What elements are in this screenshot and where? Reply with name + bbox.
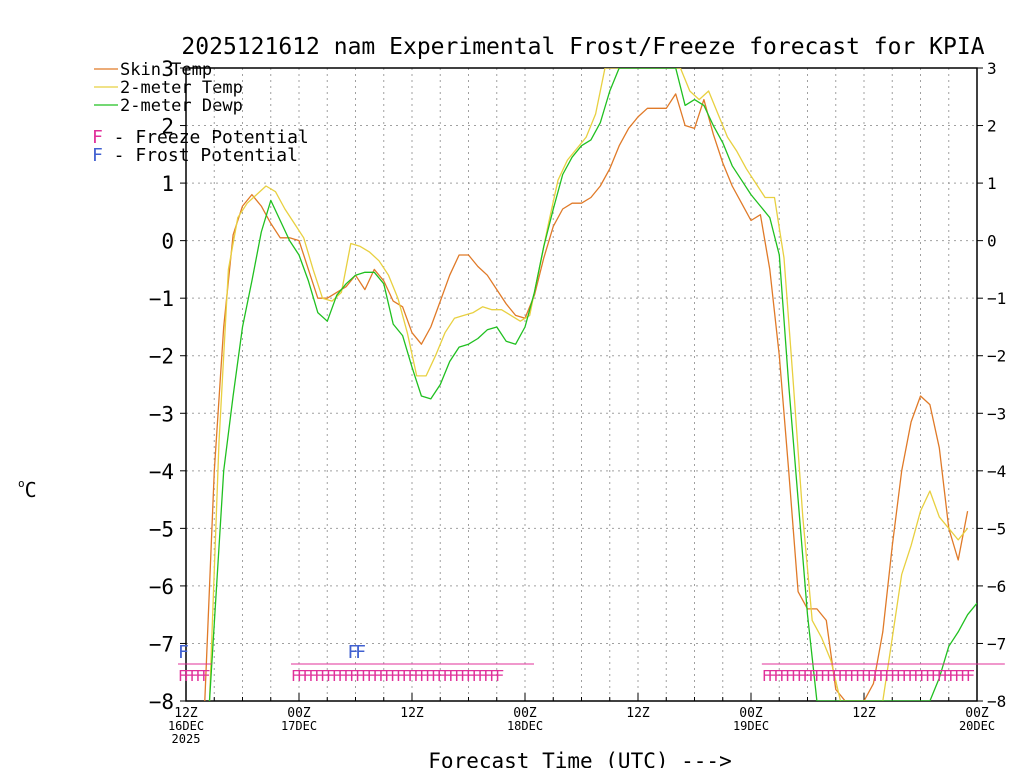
series-line-skin-temp <box>204 93 969 701</box>
potential-legend-label: F - Freeze Potential <box>92 127 309 148</box>
y-tick-label-right: −3 <box>987 404 1006 423</box>
series-line-2-meter-dewp <box>208 68 977 701</box>
y-axis-label: oC <box>18 477 37 502</box>
y-tick-label-left: −3 <box>149 402 174 426</box>
potential-legend-label: F - Frost Potential <box>92 145 298 166</box>
plot-frame <box>185 67 978 702</box>
y-tick-label-right: 2 <box>987 117 997 136</box>
x-tick-label: 12Z <box>174 706 198 721</box>
y-tick-label-left: −7 <box>149 632 174 656</box>
y-tick-label-right: −6 <box>987 577 1006 596</box>
y-tick-label-left: 0 <box>161 230 174 254</box>
y-tick-label-right: 0 <box>987 232 997 251</box>
y-tick-label-right: −5 <box>987 519 1006 538</box>
series-lines <box>204 68 977 701</box>
y-tick-label-left: −4 <box>149 460 174 484</box>
y-tick-label-right: −1 <box>987 289 1006 308</box>
potential-legend-symbol: F <box>92 145 103 166</box>
y-tick-label-left: −8 <box>149 690 174 714</box>
potential-legend-text: - Frost Potential <box>103 145 298 166</box>
y-axis-right: 3 2 1 0 −1 −2 −3 −4 −5 −6 −7 −8 <box>977 59 1006 711</box>
x-tick-label: 00Z <box>739 706 763 721</box>
chart-title: 2025121612 nam Experimental Frost/Freeze… <box>181 34 984 60</box>
y-tick-label-left: −2 <box>149 345 174 369</box>
y-tick-label-right: −4 <box>987 462 1006 481</box>
potential-marker-run: FFFFFFFFFFFFFFFFFFFFFFFFFFFFFFFFFFFF <box>291 667 504 685</box>
x-tick-label: 00Z <box>965 706 989 721</box>
potential-legend-symbol: F <box>92 127 103 148</box>
y-tick-label-left: −5 <box>149 517 174 541</box>
legend-label: 2-meter Dewp <box>120 96 243 116</box>
y-tick-label-right: −8 <box>987 692 1006 711</box>
y-axis-left: 3 2 1 0 −1 −2 −3 −4 −5 −6 −7 −8 <box>149 57 950 714</box>
x-tick-label: 16DEC <box>168 719 204 733</box>
y-tick-label-left: 1 <box>161 172 174 196</box>
grid-lines <box>186 68 977 701</box>
x-tick-label: 19DEC <box>733 719 769 733</box>
x-tick-label: 12Z <box>400 706 424 721</box>
x-tick-label: 00Z <box>513 706 537 721</box>
y-tick-label-right: 1 <box>987 174 997 193</box>
y-tick-label-left: −1 <box>149 287 174 311</box>
series-line-2-meter-temp <box>208 68 969 701</box>
potential-markers: FFFFF FFFFFFFFFFFFFFFFFFFFFFFFFFFFFFFFFFF… <box>178 642 1005 685</box>
potential-legend-text: - Freeze Potential <box>103 127 309 148</box>
legend-label: Skin Temp <box>120 60 212 80</box>
y-tick-label-left: 3 <box>161 57 174 81</box>
x-tick-label: 17DEC <box>281 719 317 733</box>
x-tick-label: 20DEC <box>959 719 995 733</box>
y-tick-label-right: 3 <box>987 59 997 78</box>
y-tick-label-right: −7 <box>987 634 1006 653</box>
y-tick-label-right: −2 <box>987 347 1006 366</box>
y-tick-label-left: −6 <box>149 575 174 599</box>
x-axis-label: Forecast Time (UTC) ---> <box>428 749 731 768</box>
x-tick-label: 18DEC <box>507 719 543 733</box>
x-tick-label: 12Z <box>852 706 876 721</box>
potential-marker-run: FFFFF <box>178 667 210 685</box>
potential-marker-run: FF <box>348 642 366 663</box>
potential-marker-run: FFFFFFFFFFFFFFFFFFFFFFFFFFFFFFFFFFFF <box>762 667 975 685</box>
x-tick-label: 2025 <box>172 732 201 746</box>
x-tick-label: 00Z <box>287 706 311 721</box>
y-tick-label-left: 2 <box>161 115 174 139</box>
x-tick-label: 12Z <box>626 706 650 721</box>
legend-label: 2-meter Temp <box>120 78 243 98</box>
